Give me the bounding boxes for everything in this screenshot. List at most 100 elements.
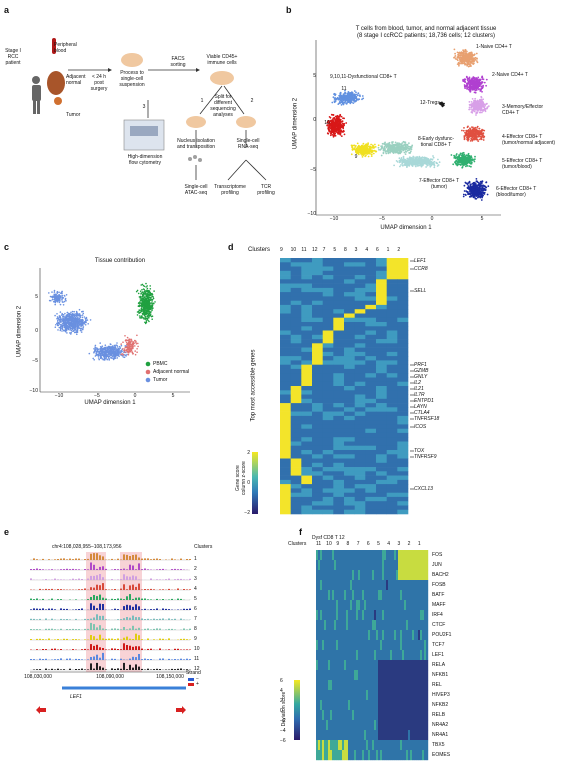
umap-b-point — [385, 152, 388, 155]
umap-b-point — [466, 50, 468, 53]
umap-b-point — [481, 191, 483, 194]
umap-b-point — [480, 95, 483, 98]
umap-c-point — [131, 343, 133, 346]
umap-b-point — [482, 184, 485, 187]
umap-c-point — [110, 350, 113, 353]
umap-b-point — [391, 142, 394, 145]
umap-b-point — [480, 85, 483, 88]
umap-c-point — [63, 316, 65, 318]
umap-b-point — [461, 129, 463, 132]
umap-b-point — [470, 165, 472, 168]
umap-b-point — [392, 144, 394, 147]
umap-b-point — [467, 138, 470, 141]
umap-c-points — [48, 282, 156, 361]
umap-c-point — [59, 329, 62, 332]
umap-b-point — [470, 105, 473, 107]
umap-b-point — [331, 121, 333, 123]
umap-b-point — [326, 124, 328, 127]
umap-c-point — [136, 348, 138, 350]
umap-b-point — [466, 82, 469, 85]
umap-b-point — [424, 161, 426, 164]
umap-b-point — [476, 101, 478, 103]
umap-b-point — [473, 138, 475, 141]
umap-b-point — [463, 55, 466, 58]
umap-b-point — [412, 159, 414, 162]
umap-b-point — [476, 61, 479, 64]
umap-b-point — [342, 95, 345, 98]
umap-c-point — [72, 313, 74, 315]
umap-c-point — [133, 342, 135, 344]
umap-b-point — [400, 164, 402, 166]
cluster-label-8: 8-Early dysfunc- tional CD8+ T — [417, 136, 455, 148]
umap-b-point — [466, 126, 469, 129]
umap-c-point — [116, 357, 119, 359]
umap-b-point — [394, 147, 396, 150]
umap-b-point — [463, 153, 466, 156]
umap-b-point — [484, 109, 487, 112]
umap-b-point — [332, 128, 335, 130]
umap-b-point — [470, 88, 472, 91]
umap-b-point — [399, 161, 402, 163]
umap-c-point — [66, 315, 68, 318]
umap-b-point — [479, 79, 482, 82]
umap-b-point — [331, 134, 334, 136]
umap-b-point — [370, 153, 373, 156]
umap-c-point — [107, 355, 110, 358]
umap-b-point — [409, 151, 412, 154]
umap-b-point — [333, 133, 335, 136]
umap-b-point — [341, 120, 343, 123]
umap-c-point — [117, 348, 120, 350]
umap-c-point — [54, 326, 57, 328]
umap-b-point — [472, 108, 475, 111]
panel-label-d: d — [228, 242, 234, 252]
umap-b-point — [474, 91, 477, 94]
umap-b-point — [409, 159, 412, 162]
umap-b-point — [356, 142, 359, 145]
umap-b-point — [329, 120, 332, 122]
umap-b-point — [438, 161, 441, 164]
umap-c-point — [125, 346, 128, 349]
umap-b-point — [465, 75, 468, 78]
umap-c-point — [131, 340, 133, 343]
umap-b-point — [467, 136, 470, 139]
umap-b-point — [471, 189, 473, 192]
umap-c-point — [104, 344, 107, 346]
umap-b-point — [459, 152, 462, 155]
umap-c-point — [143, 317, 145, 319]
umap-c-point — [82, 326, 85, 328]
umap-b-point — [412, 163, 414, 166]
umap-b-point — [419, 158, 422, 161]
umap-c-point — [109, 349, 111, 352]
umap-b-point — [480, 88, 483, 90]
umap-c-point — [84, 321, 86, 323]
umap-b-point — [465, 190, 468, 193]
umap-b-point — [474, 126, 477, 129]
umap-b-point — [333, 92, 336, 95]
cluster-label-4: 4-Effector CD8+ T (tumor/normal adjacent… — [502, 134, 556, 146]
umap-b-point — [400, 157, 403, 159]
umap-b-point — [416, 158, 419, 161]
umap-b-point — [475, 180, 478, 183]
umap-c-point — [99, 347, 102, 350]
umap-b-ytick: −10 — [307, 211, 316, 217]
umap-c-point — [73, 321, 76, 323]
umap-b-point — [478, 127, 481, 130]
umap-b-point — [361, 156, 364, 158]
umap-b-point — [421, 158, 424, 161]
umap-b-point — [475, 77, 477, 79]
umap-b-point — [473, 188, 475, 191]
umap-b-point — [459, 154, 462, 156]
umap-c-point — [128, 338, 131, 341]
cluster-label-9-11: 9,10,11-Dysfunctional CD8+ T — [330, 74, 397, 80]
umap-c-point — [67, 320, 70, 322]
umap-c-point — [77, 318, 79, 321]
umap-b-point — [474, 158, 476, 161]
umap-b-point — [453, 155, 456, 158]
umap-b-point — [458, 54, 460, 56]
umap-c-point — [63, 322, 66, 325]
umap-c-point — [55, 324, 57, 326]
umap-c-point — [126, 350, 128, 353]
umap-b-point — [463, 136, 466, 139]
umap-b-point — [334, 121, 337, 124]
umap-b-point — [475, 133, 477, 136]
